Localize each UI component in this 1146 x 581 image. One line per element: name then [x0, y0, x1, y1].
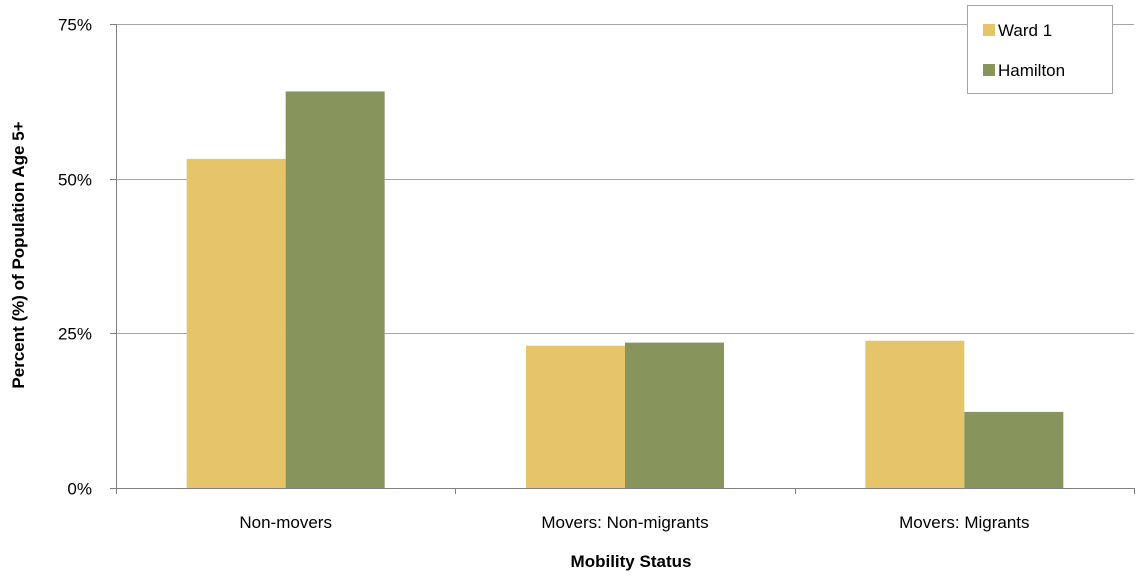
y-tick-label: 50%	[58, 171, 92, 190]
bar	[186, 158, 286, 489]
legend-swatch	[983, 64, 995, 76]
bar	[625, 342, 724, 488]
bar	[285, 91, 385, 489]
x-tick-label: Movers: Non-migrants	[541, 513, 708, 532]
y-axis-title: Percent (%) of Population Age 5+	[9, 121, 28, 388]
y-tick-label: 75%	[58, 16, 92, 35]
y-tick-label: 25%	[58, 325, 92, 344]
legend: Ward 1 Hamilton	[967, 5, 1113, 94]
legend-box	[967, 5, 1113, 94]
legend-label: Hamilton	[998, 61, 1065, 80]
legend-label: Ward 1	[998, 21, 1052, 40]
bars	[186, 91, 1064, 489]
bar	[865, 340, 965, 488]
x-tick-label: Non-movers	[239, 513, 332, 532]
bar	[964, 411, 1064, 488]
y-tick-label: 0%	[67, 480, 92, 499]
x-tick-label: Movers: Migrants	[899, 513, 1029, 532]
legend-swatch	[983, 24, 995, 36]
tick-labels: 0% 25% 50% 75% Non-movers Movers: Non-migrant…	[58, 16, 1030, 533]
bar	[526, 345, 625, 488]
axes	[110, 24, 1135, 494]
x-axis-title: Mobility Status	[571, 552, 692, 571]
